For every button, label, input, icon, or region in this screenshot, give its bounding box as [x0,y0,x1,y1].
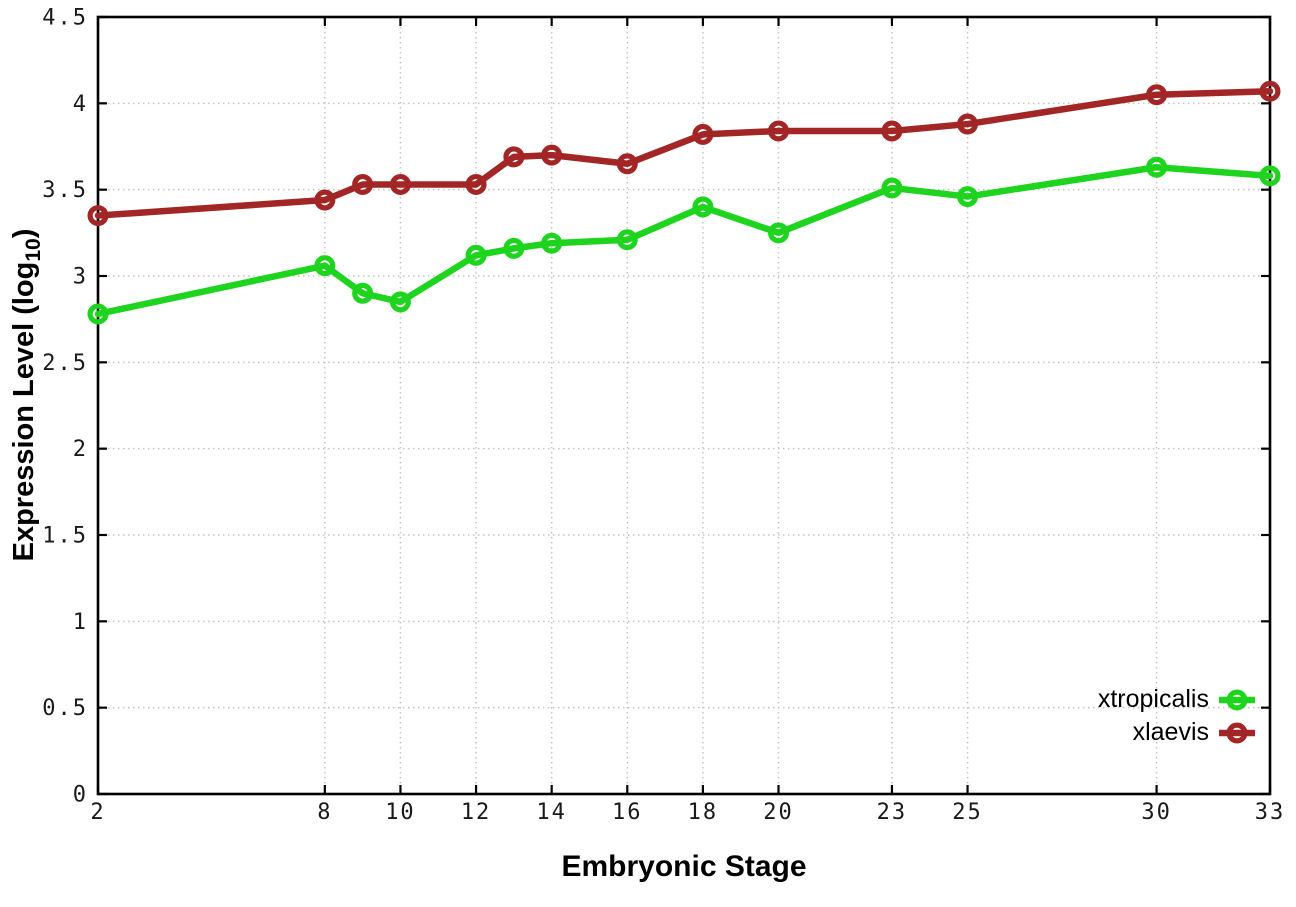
x-tick-label: 10 [385,800,416,825]
y-tick-label: 2 [73,437,88,462]
y-tick-label: 2.5 [42,351,88,376]
x-tick-label: 20 [763,800,794,825]
y-tick-label: 1.5 [42,523,88,548]
data-point-xlaevis [768,120,790,142]
data-point-xtropicalis [768,222,790,244]
data-point-xlaevis [541,144,563,166]
tick-label-layer: 2 8 10 12 14 16 18 20 23 25 30 33 0 0.5 1 1.5 2 2.5 3 3.5 4 4… [42,5,1286,825]
data-point-xlaevis [503,146,525,168]
y-axis-title-subscript: 10 [21,238,45,262]
data-point-xlaevis [1146,84,1168,106]
data-point-xlaevis [881,120,903,142]
data-point-xtropicalis [881,177,903,199]
data-point-xlaevis [465,173,487,195]
legend-label-xlaevis: xlaevis [1132,718,1209,746]
y-tick-label: 0 [73,782,88,807]
legend-item-xtropicalis: xtropicalis [1098,683,1256,716]
data-point-xtropicalis [87,303,109,325]
data-point-xtropicalis [1146,156,1168,178]
legend-marker-xlaevis [1219,721,1255,744]
y-tick-label: 0.5 [42,696,88,721]
x-tick-label: 2 [90,800,105,825]
x-tick-label: 18 [688,800,719,825]
plot-frame [96,15,1272,796]
data-point-xlaevis [616,153,638,175]
data-point-xtropicalis [692,196,714,218]
x-tick-label: 12 [461,800,492,825]
data-point-xlaevis [692,123,714,145]
data-point-xtropicalis [957,186,979,208]
y-axis-title-text: Expression Level (log [8,261,41,562]
x-tick-label: 25 [952,800,983,825]
y-tick-label: 1 [73,610,88,635]
data-point-xtropicalis [465,244,487,266]
series-layer [87,80,1281,325]
data-point-xlaevis [389,173,411,195]
y-tick-label: 3.5 [42,178,88,203]
data-point-xlaevis [957,113,979,135]
data-point-xtropicalis [314,255,336,277]
y-tick-label: 4.5 [42,5,88,30]
data-point-xtropicalis [1259,165,1281,187]
data-point-xtropicalis [541,232,563,254]
y-tick-label: 4 [73,92,88,117]
x-tick-label: 30 [1141,800,1172,825]
y-axis-title-suffix: ) [8,228,41,239]
x-tick-label: 16 [612,800,643,825]
x-tick-label: 23 [877,800,908,825]
x-tick-label: 8 [317,800,332,825]
data-point-xlaevis [352,173,374,195]
legend-label-xtropicalis: xtropicalis [1097,685,1209,713]
y-tick-label: 3 [73,264,88,289]
data-point-xlaevis [314,189,336,211]
data-point-xtropicalis [352,282,374,304]
legend: xtropicalis xlaevis [1098,683,1256,749]
x-tick-label: 14 [536,800,567,825]
data-point-xtropicalis [389,291,411,313]
series-line-xlaevis [94,87,1274,219]
plot-border [96,15,1272,796]
y-axis-title: Expression Level (log10) [8,229,46,562]
data-point-xtropicalis [616,229,638,251]
legend-item-xlaevis: xlaevis [1133,716,1256,749]
x-axis-title: Embryonic Stage [561,850,807,883]
legend-marker-xtropicalis [1219,688,1255,711]
grid-layer [97,16,1271,795]
data-point-xlaevis [1259,80,1281,102]
x-tick-label: 33 [1255,800,1286,825]
data-point-xlaevis [87,205,109,227]
data-point-xtropicalis [503,237,525,259]
